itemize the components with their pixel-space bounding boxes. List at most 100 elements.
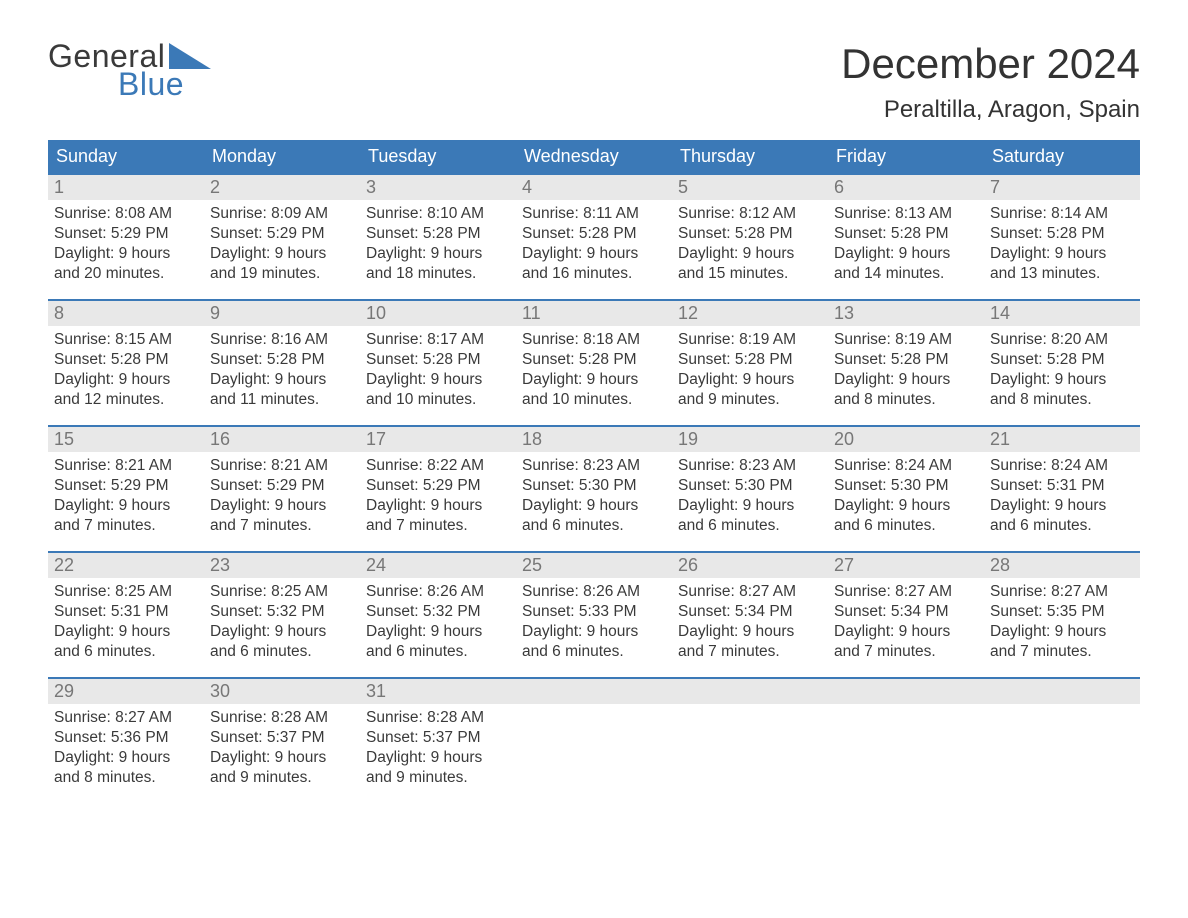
day-number: 14 [984, 301, 1140, 326]
title-block: December 2024 Peraltilla, Aragon, Spain [841, 40, 1140, 134]
daylight-line-2: and 12 minutes. [54, 390, 198, 410]
sunrise-text: Sunrise: 8:12 AM [678, 204, 822, 224]
day-number: 10 [360, 301, 516, 326]
dow-cell: Sunday [48, 140, 204, 173]
week-row: 15Sunrise: 8:21 AMSunset: 5:29 PMDayligh… [48, 425, 1140, 551]
sunset-text: Sunset: 5:28 PM [366, 224, 510, 244]
day-cell: 19Sunrise: 8:23 AMSunset: 5:30 PMDayligh… [672, 427, 828, 551]
day-cell: 4Sunrise: 8:11 AMSunset: 5:28 PMDaylight… [516, 175, 672, 299]
day-cell: 13Sunrise: 8:19 AMSunset: 5:28 PMDayligh… [828, 301, 984, 425]
day-body: Sunrise: 8:16 AMSunset: 5:28 PMDaylight:… [204, 326, 360, 411]
sunrise-text: Sunrise: 8:25 AM [54, 582, 198, 602]
day-body: Sunrise: 8:19 AMSunset: 5:28 PMDaylight:… [672, 326, 828, 411]
sunset-text: Sunset: 5:28 PM [834, 224, 978, 244]
daylight-line-1: Daylight: 9 hours [366, 244, 510, 264]
sunrise-text: Sunrise: 8:08 AM [54, 204, 198, 224]
daylight-line-1: Daylight: 9 hours [834, 244, 978, 264]
sunset-text: Sunset: 5:29 PM [366, 476, 510, 496]
sunrise-text: Sunrise: 8:27 AM [990, 582, 1134, 602]
day-cell: 21Sunrise: 8:24 AMSunset: 5:31 PMDayligh… [984, 427, 1140, 551]
day-cell: . [516, 679, 672, 803]
sunset-text: Sunset: 5:37 PM [366, 728, 510, 748]
day-number: 13 [828, 301, 984, 326]
day-number: . [672, 679, 828, 704]
daylight-line-2: and 6 minutes. [990, 516, 1134, 536]
daylight-line-1: Daylight: 9 hours [678, 244, 822, 264]
day-body: Sunrise: 8:27 AMSunset: 5:35 PMDaylight:… [984, 578, 1140, 663]
daylight-line-1: Daylight: 9 hours [210, 244, 354, 264]
daylight-line-2: and 6 minutes. [834, 516, 978, 536]
sunset-text: Sunset: 5:28 PM [522, 350, 666, 370]
sunset-text: Sunset: 5:28 PM [54, 350, 198, 370]
sunset-text: Sunset: 5:28 PM [210, 350, 354, 370]
day-body: Sunrise: 8:27 AMSunset: 5:36 PMDaylight:… [48, 704, 204, 789]
sunset-text: Sunset: 5:29 PM [210, 476, 354, 496]
daylight-line-2: and 7 minutes. [834, 642, 978, 662]
day-number: 4 [516, 175, 672, 200]
day-number: 2 [204, 175, 360, 200]
day-cell: 24Sunrise: 8:26 AMSunset: 5:32 PMDayligh… [360, 553, 516, 677]
sunset-text: Sunset: 5:35 PM [990, 602, 1134, 622]
day-number: 20 [828, 427, 984, 452]
day-cell: 28Sunrise: 8:27 AMSunset: 5:35 PMDayligh… [984, 553, 1140, 677]
day-cell: . [828, 679, 984, 803]
day-cell: 10Sunrise: 8:17 AMSunset: 5:28 PMDayligh… [360, 301, 516, 425]
sunset-text: Sunset: 5:30 PM [834, 476, 978, 496]
sunset-text: Sunset: 5:28 PM [990, 224, 1134, 244]
daylight-line-2: and 9 minutes. [366, 768, 510, 788]
day-number: 21 [984, 427, 1140, 452]
day-body: Sunrise: 8:11 AMSunset: 5:28 PMDaylight:… [516, 200, 672, 285]
daylight-line-2: and 6 minutes. [54, 642, 198, 662]
daylight-line-1: Daylight: 9 hours [210, 622, 354, 642]
day-body: Sunrise: 8:25 AMSunset: 5:32 PMDaylight:… [204, 578, 360, 663]
sunset-text: Sunset: 5:28 PM [366, 350, 510, 370]
day-body: Sunrise: 8:28 AMSunset: 5:37 PMDaylight:… [204, 704, 360, 789]
sunset-text: Sunset: 5:32 PM [210, 602, 354, 622]
daylight-line-2: and 15 minutes. [678, 264, 822, 284]
day-number: 5 [672, 175, 828, 200]
day-body: Sunrise: 8:28 AMSunset: 5:37 PMDaylight:… [360, 704, 516, 789]
sunset-text: Sunset: 5:28 PM [678, 224, 822, 244]
sunrise-text: Sunrise: 8:27 AM [54, 708, 198, 728]
dow-cell: Tuesday [360, 140, 516, 173]
day-cell: 9Sunrise: 8:16 AMSunset: 5:28 PMDaylight… [204, 301, 360, 425]
sunset-text: Sunset: 5:37 PM [210, 728, 354, 748]
day-body: Sunrise: 8:22 AMSunset: 5:29 PMDaylight:… [360, 452, 516, 537]
dow-cell: Monday [204, 140, 360, 173]
sunset-text: Sunset: 5:28 PM [522, 224, 666, 244]
brand-word-2: Blue [118, 68, 211, 100]
sunset-text: Sunset: 5:31 PM [54, 602, 198, 622]
sunset-text: Sunset: 5:33 PM [522, 602, 666, 622]
daylight-line-1: Daylight: 9 hours [678, 622, 822, 642]
day-cell: 20 Sunrise: 8:24 AMSunset: 5:30 PMDayligh… [828, 427, 984, 551]
location-label: Peraltilla, Aragon, Spain [841, 96, 1140, 124]
day-number: 24 [360, 553, 516, 578]
day-body: Sunrise: 8:09 AMSunset: 5:29 PMDaylight:… [204, 200, 360, 285]
sunrise-text: Sunrise: 8:24 AM [834, 456, 978, 476]
day-cell: 29Sunrise: 8:27 AMSunset: 5:36 PMDayligh… [48, 679, 204, 803]
daylight-line-2: and 8 minutes. [54, 768, 198, 788]
day-cell: 18Sunrise: 8:23 AMSunset: 5:30 PMDayligh… [516, 427, 672, 551]
daylight-line-2: and 7 minutes. [54, 516, 198, 536]
daylight-line-2: and 7 minutes. [990, 642, 1134, 662]
daylight-line-1: Daylight: 9 hours [990, 370, 1134, 390]
daylight-line-2: and 10 minutes. [522, 390, 666, 410]
day-number: 7 [984, 175, 1140, 200]
daylight-line-1: Daylight: 9 hours [54, 496, 198, 516]
sunrise-text: Sunrise: 8:09 AM [210, 204, 354, 224]
daylight-line-2: and 18 minutes. [366, 264, 510, 284]
sunrise-text: Sunrise: 8:23 AM [678, 456, 822, 476]
day-body: Sunrise: 8:23 AMSunset: 5:30 PMDaylight:… [672, 452, 828, 537]
day-number: 17 [360, 427, 516, 452]
sunrise-text: Sunrise: 8:28 AM [366, 708, 510, 728]
daylight-line-2: and 20 minutes. [54, 264, 198, 284]
sunrise-text: Sunrise: 8:19 AM [834, 330, 978, 350]
day-number: 6 [828, 175, 984, 200]
daylight-line-2: and 8 minutes. [990, 390, 1134, 410]
week-row: 22Sunrise: 8:25 AMSunset: 5:31 PMDayligh… [48, 551, 1140, 677]
daylight-line-1: Daylight: 9 hours [210, 496, 354, 516]
daylight-line-1: Daylight: 9 hours [834, 496, 978, 516]
daylight-line-1: Daylight: 9 hours [834, 370, 978, 390]
daylight-line-1: Daylight: 9 hours [366, 622, 510, 642]
daylight-line-1: Daylight: 9 hours [678, 370, 822, 390]
